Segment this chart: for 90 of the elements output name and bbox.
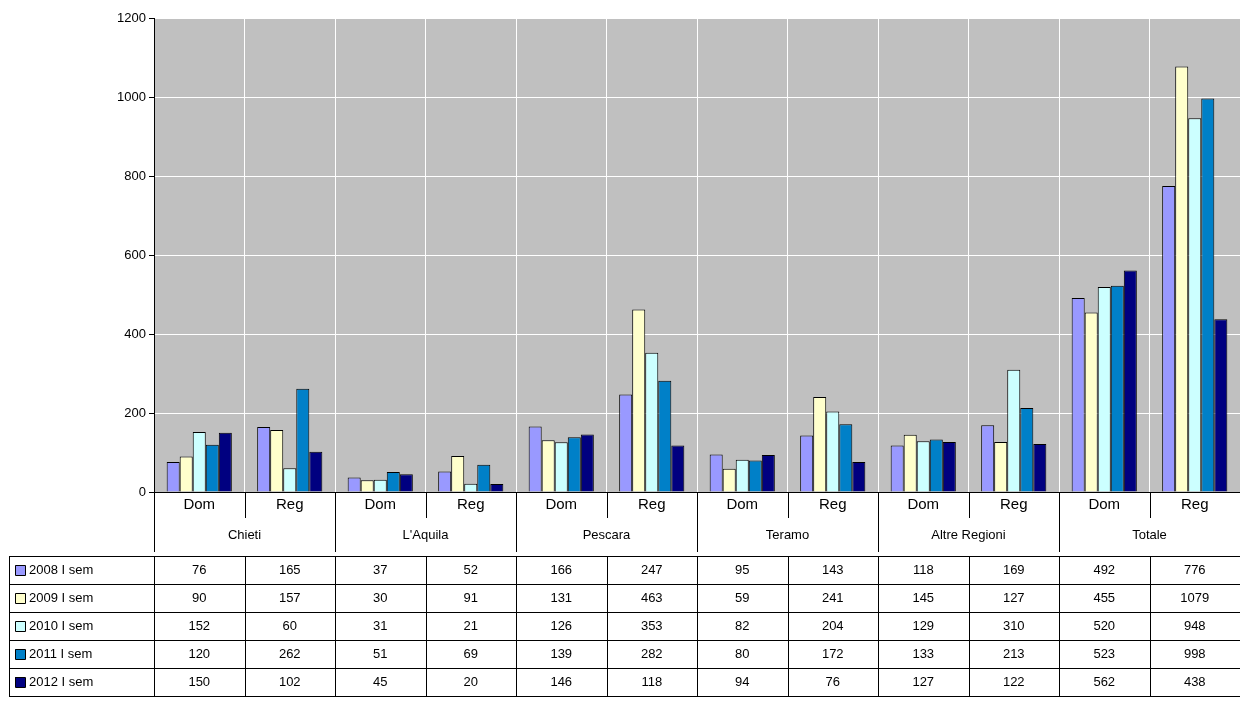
x-tick-label: Dom	[1088, 495, 1121, 513]
data-label: 59	[735, 589, 750, 605]
data-label: 69	[463, 645, 478, 661]
x-tick-label: Dom	[907, 495, 940, 513]
data-label: 91	[463, 589, 478, 605]
data-label: 1079	[1180, 589, 1210, 605]
data-label: 520	[1093, 617, 1116, 633]
x-tick-label: Dom	[545, 495, 578, 513]
data-label: 204	[821, 617, 844, 633]
data-label: 94	[735, 673, 750, 689]
data-label: 247	[640, 561, 663, 577]
data-label: 523	[1093, 645, 1116, 661]
data-label: 776	[1183, 561, 1206, 577]
data-label: 438	[1183, 673, 1206, 689]
data-label: 37	[373, 561, 388, 577]
data-label: 60	[282, 617, 297, 633]
data-label: 353	[640, 617, 663, 633]
data-label: 90	[192, 589, 207, 605]
data-label: 492	[1093, 561, 1116, 577]
text: Totale	[1132, 526, 1167, 542]
data-label: 120	[188, 645, 211, 661]
x-tick-label: Reg	[1180, 495, 1209, 513]
data-label: 82	[735, 617, 750, 633]
legend-label: 2011 I sem	[29, 645, 93, 661]
text: Pescara	[582, 526, 632, 542]
legend-label: 2009 I sem	[29, 589, 94, 605]
data-label: 95	[735, 561, 750, 577]
data-label: 463	[640, 589, 663, 605]
data-label: 76	[825, 673, 840, 689]
text: Teramo	[765, 526, 810, 542]
data-label: 157	[278, 589, 301, 605]
data-label: 310	[1002, 617, 1025, 633]
data-label: 262	[278, 645, 301, 661]
data-label: 562	[1093, 673, 1116, 689]
data-label: 51	[373, 645, 388, 661]
data-label: 172	[821, 645, 844, 661]
y-tick-label: 1200	[117, 10, 146, 26]
legend-label: 2012 I sem	[29, 673, 94, 689]
y-tick-label: 1000	[117, 89, 146, 105]
x-tick-label: Reg	[456, 495, 485, 513]
data-label: 152	[188, 617, 211, 633]
data-label: 52	[463, 561, 478, 577]
text: Altre Regioni	[931, 526, 1006, 542]
legend-label: 2008 I sem	[29, 561, 94, 577]
data-label: 126	[550, 617, 573, 633]
y-tick-label: 400	[124, 325, 146, 341]
x-tick-label: Reg	[999, 495, 1028, 513]
data-label: 143	[821, 561, 844, 577]
data-label: 150	[188, 673, 211, 689]
data-label: 118	[912, 561, 934, 577]
data-label: 30	[373, 589, 388, 605]
y-tick-label: 0	[138, 483, 146, 499]
x-tick-label: Dom	[726, 495, 759, 513]
text: Chieti	[227, 526, 262, 542]
x-tick-label: Reg	[818, 495, 847, 513]
data-label: 166	[550, 561, 573, 577]
data-label: 282	[640, 645, 663, 661]
data-label: 145	[912, 589, 935, 605]
data-label: 129	[912, 617, 935, 633]
data-label: 998	[1183, 645, 1206, 661]
data-label: 455	[1093, 589, 1116, 605]
data-label: 213	[1002, 645, 1025, 661]
data-label: 45	[373, 673, 388, 689]
x-tick-label: Reg	[275, 495, 304, 513]
data-label: 127	[912, 673, 935, 689]
data-label: 139	[550, 645, 573, 661]
data-label: 118	[641, 673, 663, 689]
data-label: 76	[192, 561, 207, 577]
data-label: 131	[550, 589, 573, 605]
data-label: 122	[1002, 673, 1025, 689]
data-label: 948	[1183, 617, 1206, 633]
data-label: 102	[278, 673, 301, 689]
x-tick-label: Dom	[183, 495, 216, 513]
y-tick-label: 800	[124, 168, 146, 184]
data-label: 165	[278, 561, 301, 577]
data-label: 127	[1002, 589, 1025, 605]
data-label: 241	[821, 589, 844, 605]
y-tick-label: 600	[124, 246, 146, 262]
text: L'Aquila	[402, 526, 450, 542]
x-tick-label: Dom	[364, 495, 397, 513]
legend-label: 2010 I sem	[29, 617, 94, 633]
data-label: 21	[463, 617, 478, 633]
data-label: 20	[463, 673, 478, 689]
data-label: 146	[550, 673, 573, 689]
data-label: 80	[735, 645, 750, 661]
data-label: 169	[1002, 561, 1025, 577]
data-label: 133	[912, 645, 935, 661]
x-tick-label: Reg	[637, 495, 666, 513]
y-tick-label: 200	[124, 404, 146, 420]
data-label: 31	[373, 617, 388, 633]
